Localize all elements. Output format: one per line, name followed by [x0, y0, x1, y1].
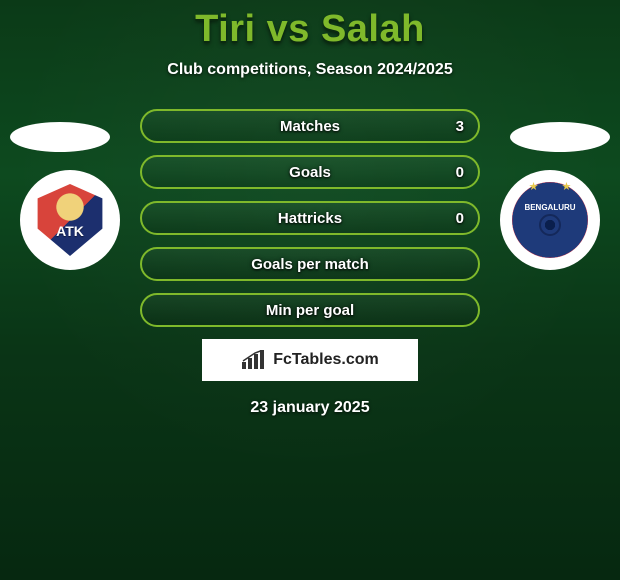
bengaluru-crest-icon: BENGALURU	[512, 182, 588, 258]
stat-value-right: 0	[456, 164, 464, 181]
stat-value-right: 3	[456, 118, 464, 135]
ball-icon	[539, 214, 561, 236]
stat-row-goals: Goals 0	[140, 155, 480, 189]
stat-row-goals-per-match: Goals per match	[140, 247, 480, 281]
bengaluru-crest-label: BENGALURU	[524, 204, 575, 213]
stat-row-min-per-goal: Min per goal	[140, 293, 480, 327]
atk-crest-icon	[34, 184, 106, 256]
stat-label: Hattricks	[278, 210, 342, 227]
stat-label: Goals per match	[251, 256, 369, 273]
stat-row-hattricks: Hattricks 0	[140, 201, 480, 235]
stat-value-right: 0	[456, 210, 464, 227]
player-avatar-left	[10, 122, 110, 152]
stats-panel: Matches 3 Goals 0 Hattricks 0 Goals per …	[140, 109, 480, 327]
stat-label: Goals	[289, 164, 331, 181]
club-badge-right: BENGALURU	[500, 170, 600, 270]
subtitle: Club competitions, Season 2024/2025	[0, 61, 620, 79]
branding-badge: FcTables.com	[202, 339, 418, 381]
page-title: Tiri vs Salah	[0, 0, 620, 51]
date-text: 23 january 2025	[0, 399, 620, 417]
stat-label: Matches	[280, 118, 340, 135]
bar-chart-icon	[241, 350, 267, 370]
branding-text: FcTables.com	[273, 351, 379, 369]
stat-label: Min per goal	[266, 302, 354, 319]
club-badge-left	[20, 170, 120, 270]
player-avatar-right	[510, 122, 610, 152]
stat-row-matches: Matches 3	[140, 109, 480, 143]
